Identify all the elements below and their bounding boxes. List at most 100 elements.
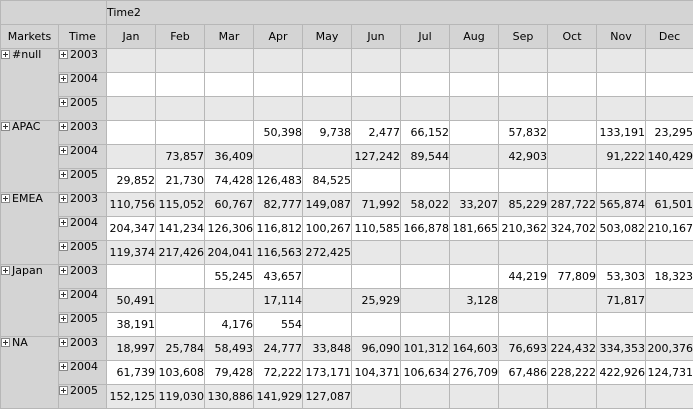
data-cell[interactable]: 58,493 [205, 337, 254, 361]
data-cell[interactable]: 200,376 [646, 337, 693, 361]
data-cell[interactable] [107, 73, 156, 97]
data-cell[interactable] [646, 289, 693, 313]
expand-icon[interactable] [59, 290, 68, 299]
data-cell[interactable]: 104,371 [352, 361, 401, 385]
data-cell[interactable]: 79,428 [205, 361, 254, 385]
data-cell[interactable]: 67,486 [499, 361, 548, 385]
data-cell[interactable]: 127,242 [352, 145, 401, 169]
data-cell[interactable] [499, 385, 548, 409]
data-cell[interactable] [597, 313, 646, 337]
data-cell[interactable]: 287,722 [548, 193, 597, 217]
data-cell[interactable]: 228,222 [548, 361, 597, 385]
data-cell[interactable]: 24,777 [254, 337, 303, 361]
data-cell[interactable]: 53,303 [597, 265, 646, 289]
data-cell[interactable] [499, 73, 548, 97]
data-cell[interactable] [352, 241, 401, 265]
data-cell[interactable]: 164,603 [450, 337, 499, 361]
month-header[interactable]: Feb [156, 25, 205, 49]
data-cell[interactable]: 74,428 [205, 169, 254, 193]
data-cell[interactable]: 61,739 [107, 361, 156, 385]
data-cell[interactable] [303, 265, 352, 289]
data-cell[interactable] [205, 97, 254, 121]
data-cell[interactable]: 119,030 [156, 385, 205, 409]
expand-icon[interactable] [59, 218, 68, 227]
data-cell[interactable] [450, 145, 499, 169]
expand-icon[interactable] [59, 170, 68, 179]
expand-icon[interactable] [1, 338, 10, 347]
data-cell[interactable] [548, 145, 597, 169]
data-cell[interactable]: 119,374 [107, 241, 156, 265]
data-cell[interactable]: 73,857 [156, 145, 205, 169]
data-cell[interactable]: 503,082 [597, 217, 646, 241]
data-cell[interactable]: 77,809 [548, 265, 597, 289]
expand-icon[interactable] [59, 362, 68, 371]
data-cell[interactable] [205, 73, 254, 97]
data-cell[interactable] [156, 289, 205, 313]
data-cell[interactable]: 36,409 [205, 145, 254, 169]
data-cell[interactable]: 82,777 [254, 193, 303, 217]
expand-icon[interactable] [59, 74, 68, 83]
data-cell[interactable] [156, 73, 205, 97]
data-cell[interactable] [205, 49, 254, 73]
data-cell[interactable]: 124,731 [646, 361, 693, 385]
data-cell[interactable]: 116,812 [254, 217, 303, 241]
data-cell[interactable] [597, 49, 646, 73]
data-cell[interactable]: 55,245 [205, 265, 254, 289]
expand-icon[interactable] [59, 146, 68, 155]
data-cell[interactable]: 116,563 [254, 241, 303, 265]
data-cell[interactable] [401, 385, 450, 409]
data-cell[interactable] [107, 145, 156, 169]
data-cell[interactable]: 334,353 [597, 337, 646, 361]
data-cell[interactable]: 141,929 [254, 385, 303, 409]
data-cell[interactable] [450, 49, 499, 73]
data-cell[interactable]: 101,312 [401, 337, 450, 361]
data-cell[interactable]: 140,429 [646, 145, 693, 169]
data-cell[interactable] [156, 313, 205, 337]
month-header[interactable]: Apr [254, 25, 303, 49]
data-cell[interactable] [548, 73, 597, 97]
data-cell[interactable] [597, 73, 646, 97]
month-header[interactable]: Nov [597, 25, 646, 49]
data-cell[interactable]: 276,709 [450, 361, 499, 385]
data-cell[interactable] [646, 385, 693, 409]
data-cell[interactable] [646, 73, 693, 97]
data-cell[interactable] [499, 97, 548, 121]
data-cell[interactable]: 133,191 [597, 121, 646, 145]
data-cell[interactable]: 85,229 [499, 193, 548, 217]
data-cell[interactable]: 18,323 [646, 265, 693, 289]
data-cell[interactable] [548, 49, 597, 73]
expand-icon[interactable] [59, 266, 68, 275]
data-cell[interactable]: 61,501 [646, 193, 693, 217]
data-cell[interactable] [646, 241, 693, 265]
data-cell[interactable]: 96,090 [352, 337, 401, 361]
month-header[interactable]: Sep [499, 25, 548, 49]
data-cell[interactable]: 38,191 [107, 313, 156, 337]
data-cell[interactable] [254, 73, 303, 97]
data-cell[interactable]: 204,041 [205, 241, 254, 265]
data-cell[interactable] [156, 49, 205, 73]
data-cell[interactable]: 127,087 [303, 385, 352, 409]
data-cell[interactable] [107, 121, 156, 145]
data-cell[interactable] [401, 97, 450, 121]
data-cell[interactable] [548, 385, 597, 409]
expand-icon[interactable] [1, 50, 10, 59]
data-cell[interactable]: 110,585 [352, 217, 401, 241]
data-cell[interactable]: 324,702 [548, 217, 597, 241]
expand-icon[interactable] [1, 266, 10, 275]
data-cell[interactable]: 60,767 [205, 193, 254, 217]
data-cell[interactable] [646, 49, 693, 73]
data-cell[interactable]: 29,852 [107, 169, 156, 193]
data-cell[interactable] [450, 385, 499, 409]
month-header[interactable]: Dec [646, 25, 693, 49]
data-cell[interactable] [646, 313, 693, 337]
data-cell[interactable] [450, 97, 499, 121]
month-header[interactable]: Mar [205, 25, 254, 49]
data-cell[interactable]: 181,665 [450, 217, 499, 241]
month-header[interactable]: Jun [352, 25, 401, 49]
month-header[interactable]: May [303, 25, 352, 49]
data-cell[interactable]: 58,022 [401, 193, 450, 217]
data-cell[interactable]: 91,222 [597, 145, 646, 169]
data-cell[interactable] [205, 289, 254, 313]
data-cell[interactable] [303, 73, 352, 97]
data-cell[interactable]: 554 [254, 313, 303, 337]
